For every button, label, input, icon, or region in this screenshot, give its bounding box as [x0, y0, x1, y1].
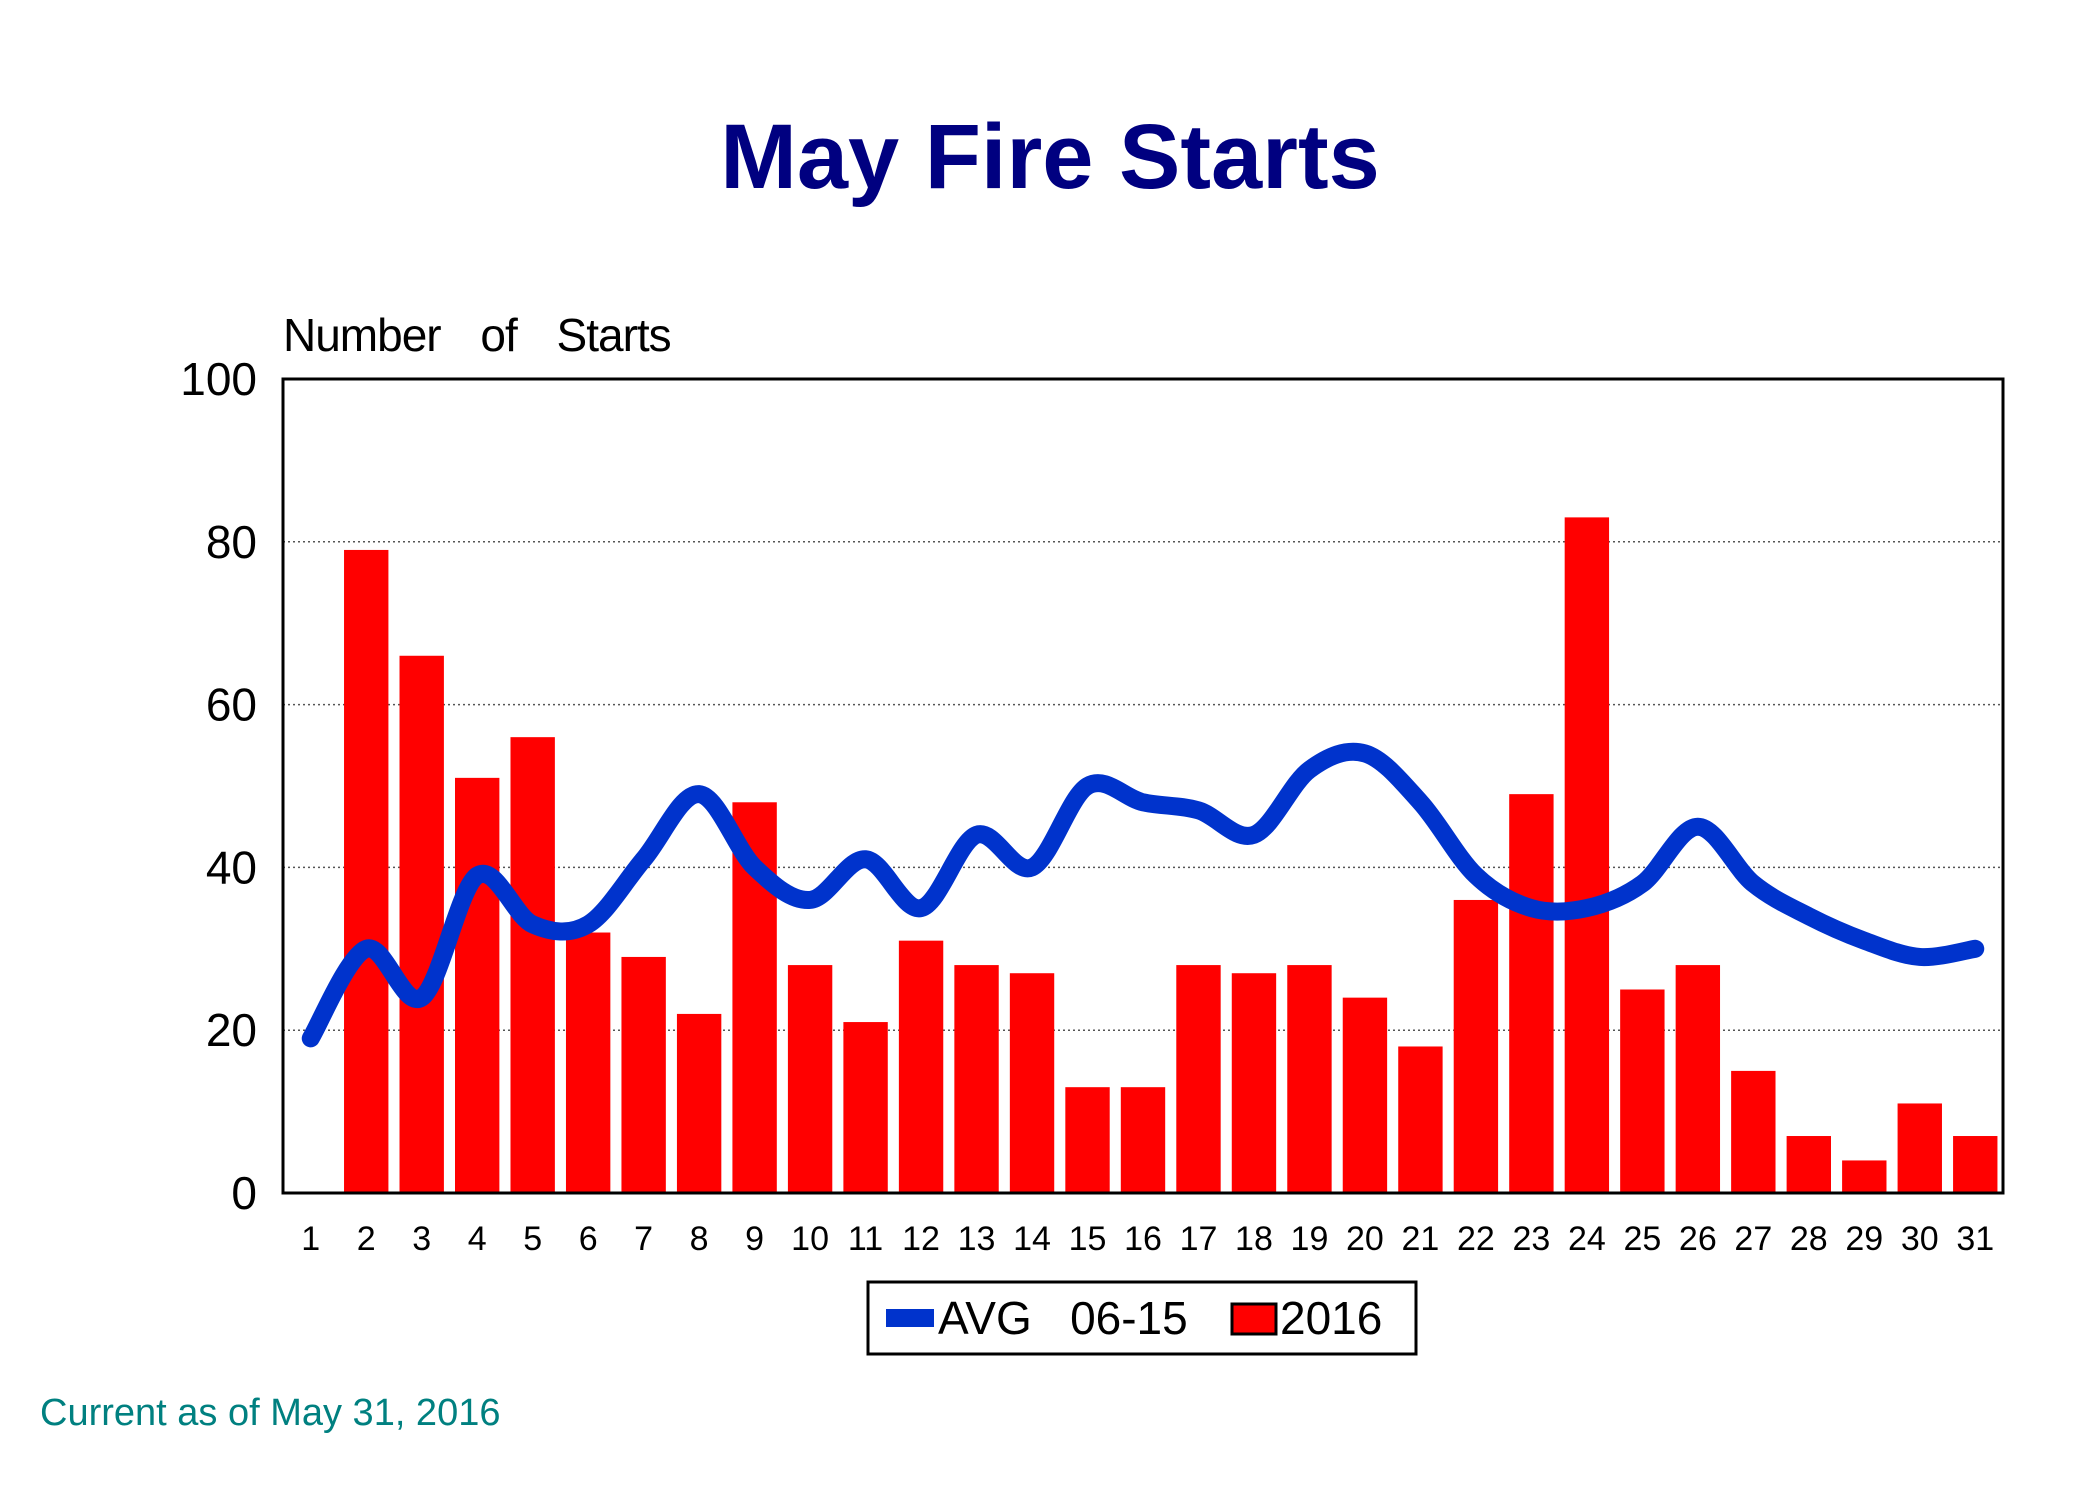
- x-tick-label: 8: [690, 1220, 709, 1258]
- x-tick-label: 24: [1568, 1220, 1606, 1258]
- avg-line: [301, 742, 1985, 1048]
- bar-day-20: [1342, 997, 1388, 1193]
- x-tick-label: 31: [1956, 1220, 1994, 1258]
- x-tick-label: 6: [579, 1220, 598, 1258]
- bar-day-16: [1120, 1087, 1166, 1193]
- x-tick-label: 18: [1235, 1220, 1273, 1258]
- bar-day-7: [621, 956, 666, 1193]
- x-tick-label: 21: [1402, 1220, 1440, 1258]
- x-tick-label: 29: [1845, 1220, 1883, 1258]
- bar-day-10: [787, 965, 833, 1193]
- legend-bar-swatch: [1230, 1302, 1278, 1336]
- y-tick-labels: 0 20 40 60 80 100: [180, 353, 257, 1219]
- bar-day-5: [510, 737, 555, 1193]
- legend-bar-label: 2016: [1280, 1292, 1382, 1344]
- y-tick-label: 40: [206, 841, 257, 893]
- x-tick-labels: 1 2 3 4 5 6 7 8 9 10 11 12 13 14 15 16 17 18 19 20 21 22 23 24 2…: [301, 1220, 1994, 1258]
- x-tick-label: 1: [301, 1220, 320, 1258]
- x-tick-label: 11: [848, 1220, 883, 1258]
- x-tick-label: 4: [468, 1220, 487, 1258]
- x-tick-label: 10: [791, 1220, 829, 1258]
- plot-area-border: [281, 377, 2005, 1195]
- bar-day-15: [1065, 1087, 1110, 1193]
- x-tick-label: 19: [1291, 1220, 1329, 1258]
- bar-day-14: [1009, 973, 1055, 1193]
- bar-day-13: [954, 965, 999, 1193]
- x-tick-label: 12: [902, 1220, 940, 1258]
- x-tick-label: 3: [412, 1220, 431, 1258]
- x-tick-label: 2: [357, 1220, 376, 1258]
- x-tick-label: 5: [523, 1220, 542, 1258]
- y-tick-label: 20: [206, 1004, 257, 1056]
- y-axis-label: Number of Starts: [283, 309, 672, 361]
- bar-day-27: [1731, 1070, 1776, 1193]
- bar-day-24: [1564, 517, 1610, 1193]
- x-tick-label: 27: [1734, 1220, 1772, 1258]
- x-tick-label: 9: [745, 1220, 764, 1258]
- x-tick-label: 13: [958, 1220, 996, 1258]
- x-tick-label: 16: [1124, 1220, 1162, 1258]
- y-tick-label: 60: [206, 679, 257, 731]
- bar-day-26: [1675, 965, 1721, 1193]
- avg-line-layer: [301, 742, 1985, 1048]
- footer-note: Current as of May 31, 2016: [40, 1392, 501, 1434]
- bar-day-31: [1953, 1136, 1998, 1193]
- bar-day-8: [676, 1013, 722, 1193]
- bar-day-18: [1231, 973, 1277, 1193]
- bar-day-2: [344, 549, 389, 1193]
- x-tick-label: 22: [1457, 1220, 1495, 1258]
- x-tick-label: 15: [1069, 1220, 1107, 1258]
- bar-day-11: [843, 1022, 888, 1193]
- x-tick-label: 23: [1512, 1220, 1550, 1258]
- bar-day-6: [565, 932, 611, 1193]
- legend-line-label: AVG 06-15: [938, 1292, 1188, 1344]
- x-tick-label: 28: [1790, 1220, 1828, 1258]
- chart-title: May Fire Starts: [720, 106, 1380, 208]
- bar-day-28: [1786, 1136, 1831, 1193]
- bar-day-29: [1842, 1160, 1887, 1193]
- x-tick-label: 7: [634, 1220, 653, 1258]
- x-tick-label: 14: [1013, 1220, 1051, 1258]
- bar-day-21: [1398, 1046, 1443, 1193]
- legend: AVG 06-15 2016: [866, 1280, 1418, 1356]
- x-tick-label: 25: [1623, 1220, 1661, 1258]
- x-tick-label: 17: [1180, 1220, 1218, 1258]
- x-tick-label: 26: [1679, 1220, 1717, 1258]
- bar-day-30: [1897, 1103, 1942, 1193]
- bar-day-23: [1509, 794, 1554, 1193]
- bar-day-19: [1287, 965, 1332, 1193]
- x-tick-label: 30: [1901, 1220, 1939, 1258]
- y-tick-label: 80: [206, 516, 257, 568]
- x-tick-label: 20: [1346, 1220, 1384, 1258]
- y-tick-label: 100: [180, 353, 257, 405]
- legend-box: [866, 1280, 1418, 1356]
- y-tick-label: 0: [231, 1167, 257, 1219]
- bar-day-12: [898, 940, 944, 1193]
- bar-day-25: [1620, 989, 1665, 1193]
- bar-day-22: [1453, 899, 1499, 1193]
- bars-2016: [344, 517, 1998, 1193]
- bar-day-17: [1176, 965, 1221, 1193]
- bar-day-4: [455, 777, 500, 1193]
- bar-day-3: [399, 655, 444, 1193]
